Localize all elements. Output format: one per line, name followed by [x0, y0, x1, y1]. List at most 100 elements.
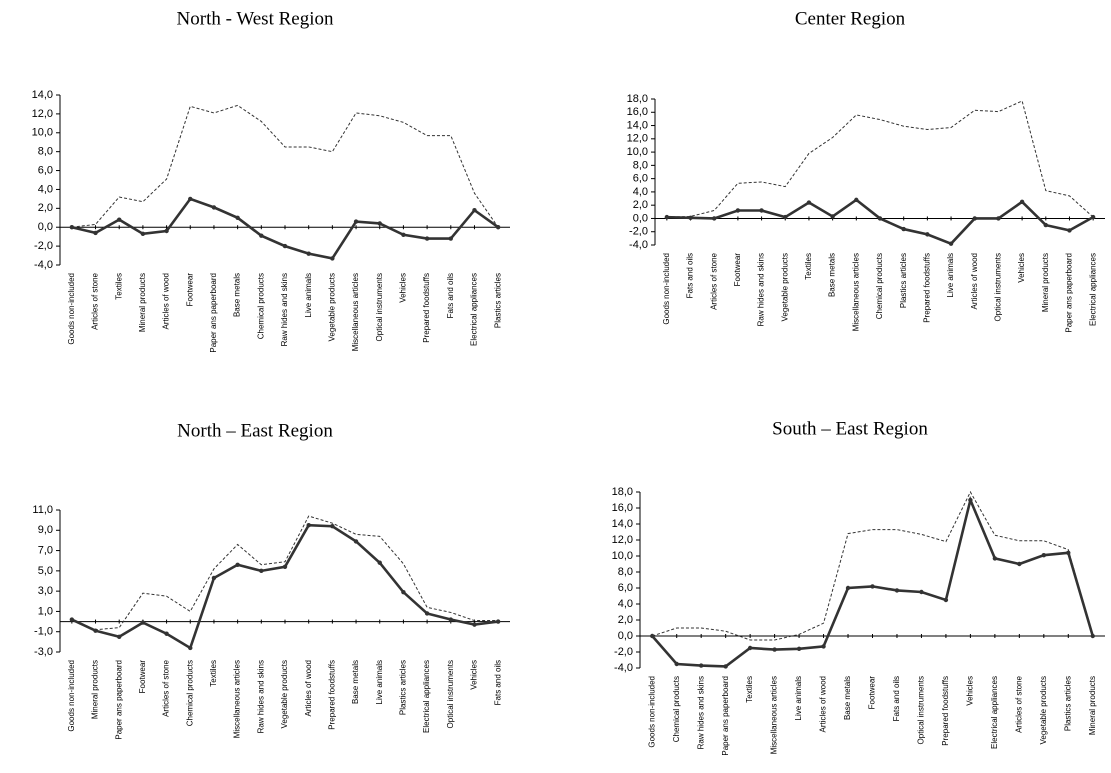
x-tick-label: Electrical appliances: [470, 273, 479, 346]
x-tick-label: Base metals: [351, 660, 360, 704]
series-line: [651, 495, 1095, 668]
point: [925, 232, 930, 237]
x-tick-label: Articles of wood: [162, 273, 171, 329]
x-tick-label: Vegetable products: [1039, 676, 1048, 745]
chart-title: South – East Region: [772, 418, 928, 439]
point: [495, 619, 501, 624]
x-tick-label: Raw hides and skins: [757, 253, 766, 326]
y-tick-label: 6,0: [38, 164, 53, 176]
y-tick-label: 18,0: [627, 93, 648, 105]
y-tick-label: 12,0: [612, 534, 633, 546]
y-tick-label: 4,0: [38, 183, 53, 195]
y-tick-label: 2,0: [618, 614, 633, 626]
series-line: [71, 523, 499, 650]
series-line: [652, 490, 1094, 641]
point: [282, 243, 288, 249]
x-tick-label: Mineral products: [1041, 253, 1050, 312]
x-tick-label: Optical instruments: [375, 273, 384, 341]
point: [735, 208, 741, 213]
y-tick-label: 2,0: [38, 202, 53, 214]
point: [235, 562, 240, 567]
y-tick-label: 8,0: [618, 566, 633, 578]
point: [783, 214, 788, 220]
point: [424, 611, 430, 616]
y-tick-label: 18,0: [612, 486, 633, 498]
x-tick-label: Electrical appliances: [422, 660, 431, 733]
y-tick-label: 12,0: [627, 133, 648, 145]
x-tick-label: Chemical products: [256, 273, 265, 339]
point: [1067, 228, 1072, 233]
y-tick-label: 0,0: [633, 212, 648, 224]
point: [377, 221, 382, 226]
y-tick-label: 6,0: [633, 173, 648, 185]
point: [424, 236, 430, 241]
x-tick-label: Electrical appliances: [990, 676, 999, 749]
point: [448, 617, 453, 622]
x-tick-label: Vegetable products: [780, 253, 789, 322]
y-tick-label: 2,0: [633, 199, 648, 211]
x-tick-label: Articles of stone: [91, 272, 100, 329]
point: [330, 256, 335, 261]
point: [712, 216, 717, 221]
x-tick-label: Miscellaneous articles: [233, 660, 242, 738]
series-line: [71, 104, 499, 228]
x-tick-label: Live animals: [375, 660, 384, 704]
x-tick-label: Goods non-included: [67, 273, 76, 345]
x-tick-label: Vehicles: [470, 660, 479, 690]
x-tick-label: Fats and oils: [446, 273, 455, 318]
point: [698, 663, 704, 668]
point: [188, 196, 193, 202]
x-tick-label: Electrical appliances: [1088, 253, 1097, 326]
x-tick-label: Prepared foodstuffs: [422, 273, 431, 343]
y-tick-label: -4,0: [614, 662, 633, 674]
x-tick-label: Paper ans paperboard: [114, 660, 123, 740]
point: [845, 585, 851, 591]
point: [117, 634, 122, 639]
x-tick-label: Goods non-included: [67, 660, 76, 732]
y-tick-label: 9,0: [38, 524, 53, 536]
x-tick-label: Textiles: [114, 273, 123, 300]
x-tick-label: Footwear: [733, 253, 742, 287]
y-tick-label: 12,0: [32, 108, 53, 120]
x-tick-label: Articles of wood: [970, 253, 979, 309]
chart-title: North - West Region: [177, 8, 334, 29]
x-tick-label: Prepared foodstuffs: [922, 253, 931, 323]
y-tick-label: 10,0: [612, 550, 633, 562]
x-tick-label: Footwear: [868, 676, 877, 710]
x-tick-label: Optical instruments: [994, 253, 1003, 321]
point: [377, 560, 382, 565]
y-tick-label: 0,0: [38, 221, 53, 233]
x-tick-label: Base metals: [843, 676, 852, 720]
x-tick-label: Mineral products: [138, 273, 147, 332]
y-tick-label: 1,0: [38, 605, 53, 617]
point: [821, 644, 826, 649]
point: [401, 232, 406, 237]
y-tick-label: 3,0: [38, 585, 53, 597]
x-tick-label: Articles of stone: [709, 252, 718, 309]
point: [992, 556, 998, 561]
x-tick-label: Fats and oils: [686, 253, 695, 298]
point: [948, 241, 954, 246]
x-tick-label: Vegetable products: [280, 660, 289, 729]
chart-title: North – East Region: [177, 420, 333, 441]
point: [448, 236, 453, 241]
point: [806, 200, 812, 205]
point: [747, 645, 753, 651]
point: [772, 647, 777, 652]
y-tick-label: 8,0: [633, 159, 648, 171]
x-tick-label: Paper ans paperboard: [721, 676, 730, 756]
point: [877, 216, 883, 221]
point: [188, 645, 193, 651]
x-tick-label: Chemical products: [185, 660, 194, 726]
point: [353, 219, 359, 224]
x-tick-label: Optical instruments: [917, 676, 926, 744]
point: [796, 646, 802, 651]
x-tick-label: Vegetable products: [327, 273, 336, 342]
point: [854, 197, 859, 203]
x-tick-label: Base metals: [828, 253, 837, 297]
y-tick-label: 6,0: [618, 582, 633, 594]
y-tick-label: -3,0: [34, 646, 53, 658]
point: [164, 228, 169, 234]
x-tick-label: Fats and oils: [892, 676, 901, 721]
x-tick-label: Footwear: [138, 660, 147, 694]
